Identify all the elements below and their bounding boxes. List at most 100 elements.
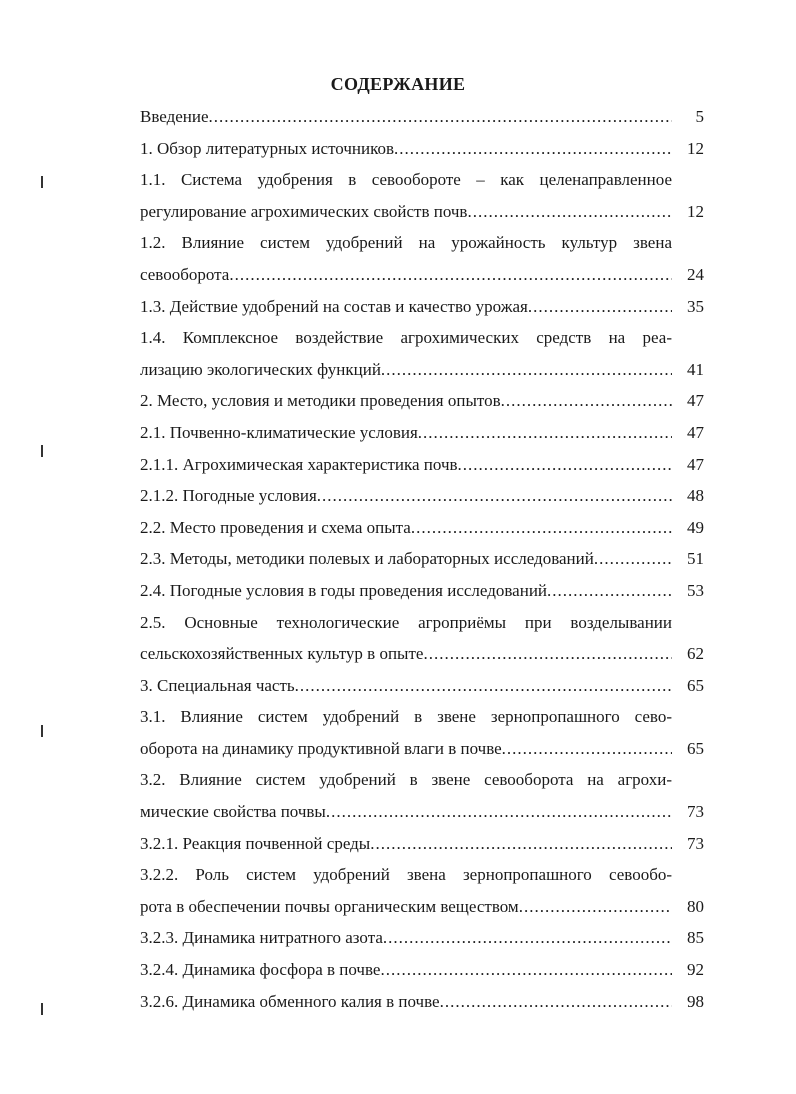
toc-entry-line: 1.1. Система удобрения в севообороте – к… <box>140 167 706 199</box>
toc-entry-leader: 3.2.6. Динамика обменного калия в почве <box>140 989 672 1015</box>
toc-entry-line: Введение 5 <box>140 104 706 136</box>
toc-entry-line: 3.2.4. Динамика фосфора в почве 92 <box>140 957 706 989</box>
dot-leader <box>295 673 672 699</box>
toc-page-number: 51 <box>687 549 704 569</box>
toc-entry-text: 3. Специальная часть <box>140 675 295 695</box>
toc-entry-leader: 2.1.2. Погодные условия <box>140 483 672 509</box>
toc-entry-text: рота в обеспечении почвы органическим ве… <box>140 896 519 916</box>
toc-entry-text: регулирование агрохимических свойств поч… <box>140 201 468 221</box>
toc-page-number: 41 <box>687 359 704 379</box>
toc-entry-text: 1.2. Влияние систем удобрений на урожайн… <box>140 233 672 253</box>
toc-entry-leader: 3. Специальная часть <box>140 673 672 699</box>
toc-entry-text: Введение <box>140 107 209 126</box>
toc-entry-line: 1.2. Влияние систем удобрений на урожайн… <box>140 230 706 262</box>
dot-leader <box>418 420 672 446</box>
toc-entry-text: сельскохозяйственных культур в опыте <box>140 644 424 664</box>
toc-entry-line: 2.5. Основные технологические агроприёмы… <box>140 610 706 642</box>
toc-entry-text: 2.3. Методы, методики полевых и лаборато… <box>140 549 594 569</box>
toc-entry-leader: лизацию экологических функций <box>140 357 672 383</box>
dot-leader <box>380 957 672 983</box>
toc-entry-leader: сельскохозяйственных культур в опыте <box>140 641 672 667</box>
toc-entry-text: 2.4. Погодные условия в годы проведения … <box>140 580 548 600</box>
toc-entry-text: 1.4. Комплексное воздействие агрохимичес… <box>140 328 672 348</box>
toc-entry-leader: 3.2.4. Динамика фосфора в почве <box>140 957 672 983</box>
toc-entry-leader: Введение <box>140 104 672 130</box>
dot-leader <box>501 388 672 414</box>
toc-entry-leader: рота в обеспечении почвы органическим ве… <box>140 894 672 920</box>
toc-page-number: 49 <box>687 517 704 537</box>
toc-entry-leader: 3.2.1. Реакция почвенной среды <box>140 831 672 857</box>
toc-entry-text: 2.1.2. Погодные условия <box>140 486 317 506</box>
dot-leader <box>502 736 672 762</box>
toc-entry-text: 3.2.3. Динамика нитратного азота <box>140 928 383 948</box>
toc-entry-line: регулирование агрохимических свойств поч… <box>140 199 706 231</box>
toc-entry-text: 1. Обзор литературных источников <box>140 138 395 158</box>
toc-entry-line: 2.2. Место проведения и схема опыта 49 <box>140 515 706 547</box>
toc-entry-line: мические свойства почвы 73 <box>140 799 706 831</box>
toc-page-number: 65 <box>687 675 704 695</box>
dot-leader <box>547 578 672 604</box>
toc-entry-text: 2.2. Место проведения и схема опыта <box>140 517 411 537</box>
toc-entry-text: лизацию экологических функций <box>140 359 381 379</box>
toc-entry-leader: 2.3. Методы, методики полевых и лаборато… <box>140 546 672 572</box>
dot-leader <box>326 799 672 825</box>
dot-leader <box>528 294 672 320</box>
dot-leader <box>370 831 672 857</box>
dot-leader <box>411 515 672 541</box>
toc-entry-line: 3. Специальная часть 65 <box>140 673 706 705</box>
dot-leader <box>458 452 672 478</box>
toc-entry-text: 3.2.2. Роль систем удобрений звена зерно… <box>140 865 672 885</box>
toc-entry-leader: 2. Место, условия и методики проведения … <box>140 388 672 414</box>
toc-entry-line: 2. Место, условия и методики проведения … <box>140 388 706 420</box>
toc-entry-leader: 2.2. Место проведения и схема опыта <box>140 515 672 541</box>
toc-entry-line: 1.4. Комплексное воздействие агрохимичес… <box>140 325 706 357</box>
toc-entry-line: 3.2.1. Реакция почвенной среды 73 <box>140 831 706 863</box>
toc-entry-leader: 2.4. Погодные условия в годы проведения … <box>140 578 672 604</box>
toc-page-number: 73 <box>687 833 704 853</box>
toc-page-number: 53 <box>687 580 704 600</box>
toc-entry-text: 2.5. Основные технологические агроприёмы… <box>140 612 672 632</box>
toc-entry-line: 3.1. Влияние систем удобрений в звене зе… <box>140 704 706 736</box>
scan-mark <box>41 1003 43 1015</box>
toc-entry-text: 3.1. Влияние систем удобрений в звене зе… <box>140 707 672 727</box>
toc-entry-leader: 1. Обзор литературных источников <box>140 136 672 162</box>
toc-entry-text: 3.2.6. Динамика обменного калия в почве <box>140 991 440 1011</box>
toc-page-number: 62 <box>687 644 704 664</box>
dot-leader <box>317 483 672 509</box>
toc-entry-leader: 2.1. Почвенно-климатические условия <box>140 420 672 446</box>
dot-leader <box>440 989 672 1015</box>
toc-entry-line: 2.1. Почвенно-климатические условия 47 <box>140 420 706 452</box>
toc-entry-text: 2.1.1. Агрохимическая характеристика поч… <box>140 454 458 474</box>
toc-page-number: 92 <box>687 960 704 980</box>
dot-leader <box>394 136 672 162</box>
toc-entry-line: оборота на динамику продуктивной влаги в… <box>140 736 706 768</box>
toc-page-number: 5 <box>695 107 705 126</box>
toc-entry-line: 3.2.6. Динамика обменного калия в почве 9… <box>140 989 706 1021</box>
toc-entry-text: севооборота <box>140 264 230 284</box>
dot-leader <box>594 546 672 572</box>
toc-entry-line: 3.2.2. Роль систем удобрений звена зерно… <box>140 862 706 894</box>
toc-page-number: 98 <box>687 991 704 1011</box>
toc-entry-leader: севооборота <box>140 262 672 288</box>
toc-entry-text: 1.1. Система удобрения в севообороте – к… <box>140 170 672 190</box>
toc-page-number: 80 <box>687 896 704 916</box>
dot-leader <box>423 641 672 667</box>
toc-page-number: 65 <box>687 738 704 758</box>
toc-entry-line: 2.1.1. Агрохимическая характеристика поч… <box>140 452 706 484</box>
toc-entry-leader: 3.2.3. Динамика нитратного азота <box>140 925 672 951</box>
dot-leader <box>519 894 672 920</box>
toc-page-number: 12 <box>687 138 704 158</box>
dot-leader <box>381 357 672 383</box>
table-of-contents: Введение 5 1. Обзор литературных источнико… <box>140 104 706 1020</box>
toc-entry-line: 2.1.2. Погодные условия 48 <box>140 483 706 515</box>
toc-entry-leader: 1.3. Действие удобрений на состав и каче… <box>140 294 672 320</box>
toc-entry-text: 2. Место, условия и методики проведения … <box>140 391 501 411</box>
toc-entry-line: 2.4. Погодные условия в годы проведения … <box>140 578 706 610</box>
scan-mark <box>41 725 43 737</box>
scan-mark <box>41 176 43 188</box>
toc-entry-line: рота в обеспечении почвы органическим ве… <box>140 894 706 926</box>
toc-entry-text: 3.2. Влияние систем удобрений в звене се… <box>140 770 672 790</box>
toc-page-number: 73 <box>687 802 704 822</box>
toc-entry-leader: регулирование агрохимических свойств поч… <box>140 199 672 225</box>
toc-entry-leader: мические свойства почвы <box>140 799 672 825</box>
